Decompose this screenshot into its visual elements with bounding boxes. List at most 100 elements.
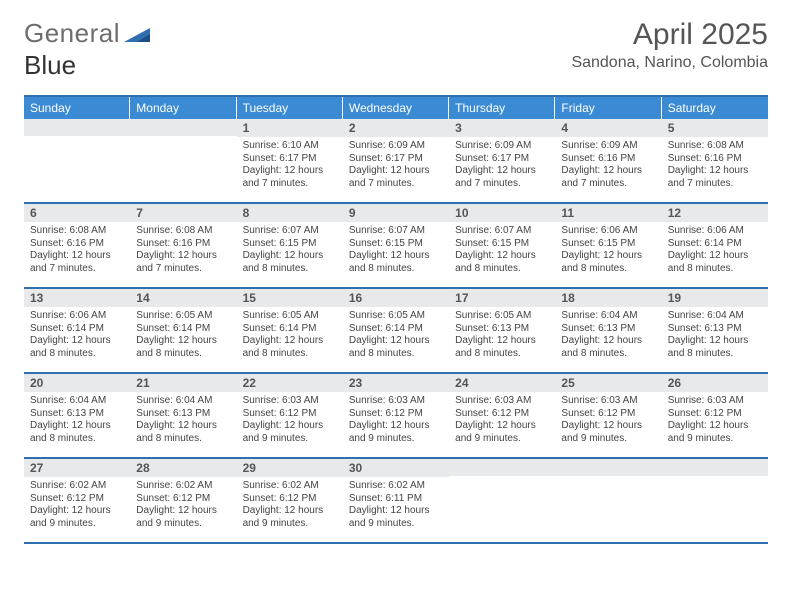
day-details: Sunrise: 6:08 AMSunset: 6:16 PMDaylight:… [662, 137, 768, 194]
sunset-line: Sunset: 6:12 PM [349, 408, 443, 421]
sunrise-line: Sunrise: 6:10 AM [243, 140, 337, 153]
sunrise-line: Sunrise: 6:03 AM [668, 395, 762, 408]
daylight-line: Daylight: 12 hours and 8 minutes. [455, 335, 549, 360]
day-number: 20 [24, 374, 130, 392]
day-number: 28 [130, 459, 236, 477]
dayname-saturday: Saturday [662, 97, 768, 119]
day-cell: 30Sunrise: 6:02 AMSunset: 6:11 PMDayligh… [343, 459, 449, 542]
sunrise-line: Sunrise: 6:02 AM [349, 480, 443, 493]
day-number [555, 459, 661, 476]
day-details: Sunrise: 6:04 AMSunset: 6:13 PMDaylight:… [555, 307, 661, 364]
sunset-line: Sunset: 6:12 PM [136, 493, 230, 506]
sunset-line: Sunset: 6:12 PM [668, 408, 762, 421]
sunrise-line: Sunrise: 6:03 AM [349, 395, 443, 408]
daylight-line: Daylight: 12 hours and 9 minutes. [349, 420, 443, 445]
logo-text-gray: General [24, 18, 120, 49]
day-number: 25 [555, 374, 661, 392]
daylight-line: Daylight: 12 hours and 8 minutes. [30, 420, 124, 445]
sunset-line: Sunset: 6:11 PM [349, 493, 443, 506]
empty-cell [24, 119, 130, 202]
day-number: 2 [343, 119, 449, 137]
day-number: 3 [449, 119, 555, 137]
sunrise-line: Sunrise: 6:08 AM [136, 225, 230, 238]
daylight-line: Daylight: 12 hours and 9 minutes. [136, 505, 230, 530]
day-cell: 21Sunrise: 6:04 AMSunset: 6:13 PMDayligh… [130, 374, 236, 457]
sunset-line: Sunset: 6:17 PM [455, 153, 549, 166]
day-number: 19 [662, 289, 768, 307]
day-number: 15 [237, 289, 343, 307]
sunrise-line: Sunrise: 6:08 AM [668, 140, 762, 153]
dayname-tuesday: Tuesday [237, 97, 343, 119]
day-number: 16 [343, 289, 449, 307]
day-cell: 8Sunrise: 6:07 AMSunset: 6:15 PMDaylight… [237, 204, 343, 287]
calendar: SundayMondayTuesdayWednesdayThursdayFrid… [24, 95, 768, 544]
day-number: 8 [237, 204, 343, 222]
daylight-line: Daylight: 12 hours and 7 minutes. [349, 165, 443, 190]
empty-cell [130, 119, 236, 202]
sunrise-line: Sunrise: 6:06 AM [668, 225, 762, 238]
sunrise-line: Sunrise: 6:03 AM [455, 395, 549, 408]
daylight-line: Daylight: 12 hours and 9 minutes. [668, 420, 762, 445]
day-details: Sunrise: 6:06 AMSunset: 6:15 PMDaylight:… [555, 222, 661, 279]
day-number: 14 [130, 289, 236, 307]
sunrise-line: Sunrise: 6:05 AM [243, 310, 337, 323]
day-number: 27 [24, 459, 130, 477]
day-details: Sunrise: 6:10 AMSunset: 6:17 PMDaylight:… [237, 137, 343, 194]
daylight-line: Daylight: 12 hours and 8 minutes. [136, 335, 230, 360]
daylight-line: Daylight: 12 hours and 8 minutes. [136, 420, 230, 445]
sunrise-line: Sunrise: 6:04 AM [668, 310, 762, 323]
daylight-line: Daylight: 12 hours and 8 minutes. [668, 250, 762, 275]
day-details: Sunrise: 6:08 AMSunset: 6:16 PMDaylight:… [130, 222, 236, 279]
day-details: Sunrise: 6:06 AMSunset: 6:14 PMDaylight:… [24, 307, 130, 364]
day-cell: 23Sunrise: 6:03 AMSunset: 6:12 PMDayligh… [343, 374, 449, 457]
daylight-line: Daylight: 12 hours and 9 minutes. [30, 505, 124, 530]
day-number: 30 [343, 459, 449, 477]
daylight-line: Daylight: 12 hours and 7 minutes. [455, 165, 549, 190]
day-cell: 6Sunrise: 6:08 AMSunset: 6:16 PMDaylight… [24, 204, 130, 287]
daylight-line: Daylight: 12 hours and 9 minutes. [243, 420, 337, 445]
sunset-line: Sunset: 6:13 PM [561, 323, 655, 336]
daylight-line: Daylight: 12 hours and 9 minutes. [561, 420, 655, 445]
daylight-line: Daylight: 12 hours and 9 minutes. [455, 420, 549, 445]
sunset-line: Sunset: 6:13 PM [668, 323, 762, 336]
day-details: Sunrise: 6:02 AMSunset: 6:12 PMDaylight:… [24, 477, 130, 534]
sunrise-line: Sunrise: 6:04 AM [136, 395, 230, 408]
sunrise-line: Sunrise: 6:06 AM [30, 310, 124, 323]
sunset-line: Sunset: 6:14 PM [30, 323, 124, 336]
sunset-line: Sunset: 6:14 PM [668, 238, 762, 251]
day-details: Sunrise: 6:09 AMSunset: 6:17 PMDaylight:… [449, 137, 555, 194]
sunrise-line: Sunrise: 6:07 AM [243, 225, 337, 238]
day-cell: 14Sunrise: 6:05 AMSunset: 6:14 PMDayligh… [130, 289, 236, 372]
sunset-line: Sunset: 6:13 PM [136, 408, 230, 421]
day-details: Sunrise: 6:09 AMSunset: 6:16 PMDaylight:… [555, 137, 661, 194]
sunset-line: Sunset: 6:12 PM [561, 408, 655, 421]
sunrise-line: Sunrise: 6:06 AM [561, 225, 655, 238]
day-number: 10 [449, 204, 555, 222]
dayname-wednesday: Wednesday [343, 97, 449, 119]
daylight-line: Daylight: 12 hours and 7 minutes. [243, 165, 337, 190]
sunrise-line: Sunrise: 6:05 AM [455, 310, 549, 323]
day-details: Sunrise: 6:07 AMSunset: 6:15 PMDaylight:… [343, 222, 449, 279]
dayname-thursday: Thursday [449, 97, 555, 119]
sunrise-line: Sunrise: 6:05 AM [349, 310, 443, 323]
day-cell: 10Sunrise: 6:07 AMSunset: 6:15 PMDayligh… [449, 204, 555, 287]
logo-text-blue: Blue [24, 50, 76, 80]
day-cell: 25Sunrise: 6:03 AMSunset: 6:12 PMDayligh… [555, 374, 661, 457]
sunset-line: Sunset: 6:15 PM [455, 238, 549, 251]
day-cell: 28 Sunrise: 6:02 AMSunset: 6:12 PMDayligh… [130, 459, 236, 542]
day-cell: 15Sunrise: 6:05 AMSunset: 6:14 PMDayligh… [237, 289, 343, 372]
empty-cell [662, 459, 768, 542]
day-number: 12 [662, 204, 768, 222]
sunset-line: Sunset: 6:16 PM [561, 153, 655, 166]
daylight-line: Daylight: 12 hours and 8 minutes. [243, 250, 337, 275]
sunset-line: Sunset: 6:14 PM [243, 323, 337, 336]
sunset-line: Sunset: 6:16 PM [668, 153, 762, 166]
day-number: 26 [662, 374, 768, 392]
day-number [24, 119, 130, 136]
sunrise-line: Sunrise: 6:02 AM [136, 480, 230, 493]
daylight-line: Daylight: 12 hours and 9 minutes. [243, 505, 337, 530]
day-number: 18 [555, 289, 661, 307]
day-details: Sunrise: 6:03 AMSunset: 6:12 PMDaylight:… [237, 392, 343, 449]
sunrise-line: Sunrise: 6:03 AM [243, 395, 337, 408]
day-cell: 26 Sunrise: 6:03 AMSunset: 6:12 PMDayligh… [662, 374, 768, 457]
